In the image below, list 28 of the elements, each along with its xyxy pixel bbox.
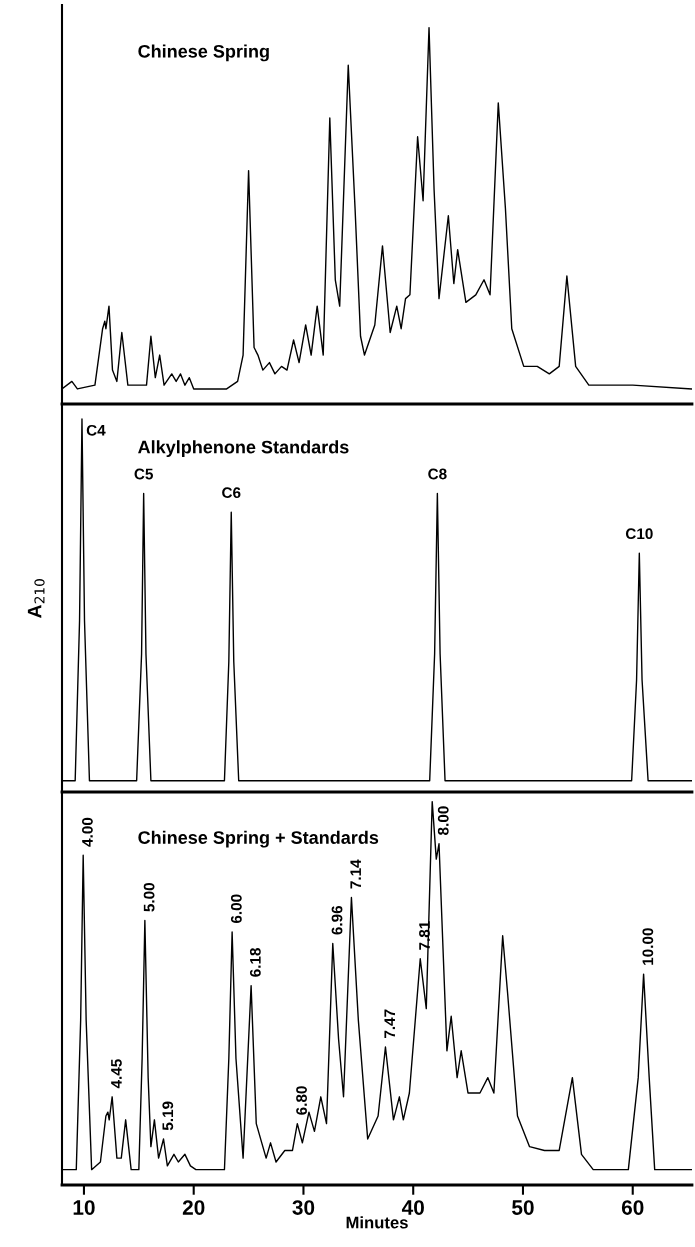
y-axis-title: A$_{210}$ [27,579,45,618]
x-tick-label: 60 [621,1200,644,1215]
x-tick-label: 40 [401,1200,424,1215]
annotation: C4 [86,424,106,436]
annotation: C5 [134,468,153,480]
x-axis-title: Minutes [346,1216,408,1229]
annotation: 4.45 [111,1059,122,1089]
text: Chinese Spring + Standards [138,830,379,848]
annotation: 6.96 [331,905,343,935]
annotation: 6.18 [249,948,261,977]
annotation: 8.00 [437,806,449,835]
annotation: C10 [625,528,653,540]
annotation: 4.00 [82,817,93,847]
annotation: C8 [428,468,447,480]
x-tick-label: 10 [73,1200,95,1215]
x-tick-label: 20 [182,1200,205,1215]
annotation: 6.00 [230,894,242,924]
annotation: 5.00 [143,883,155,912]
annotation: 7.14 [350,859,361,889]
text: Alkylphenone Standards [138,440,349,458]
annotation: 5.19 [162,1101,174,1131]
x-tick-label: 50 [512,1200,534,1215]
x-tick-label: 30 [292,1200,315,1215]
annotation: C6 [222,487,241,499]
annotation: 6.80 [296,1086,307,1115]
annotation: 10.00 [642,928,654,965]
text: Chinese Spring [138,44,269,62]
annotation: 7.47 [384,1009,395,1038]
